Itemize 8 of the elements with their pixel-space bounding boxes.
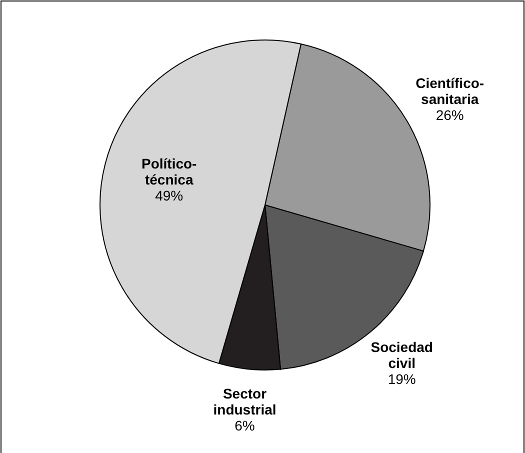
- slice-label: Sector industrial: [213, 386, 276, 418]
- slice-label: Científico-sanitaria: [416, 74, 484, 107]
- slice-label: Sociedad civil: [370, 339, 433, 372]
- slice-label: Político-técnica: [141, 155, 198, 188]
- data-label: 49%: [155, 187, 184, 204]
- data-label: 26%: [436, 106, 464, 123]
- data-label: 19%: [388, 371, 416, 388]
- data-label: 6%: [234, 418, 255, 434]
